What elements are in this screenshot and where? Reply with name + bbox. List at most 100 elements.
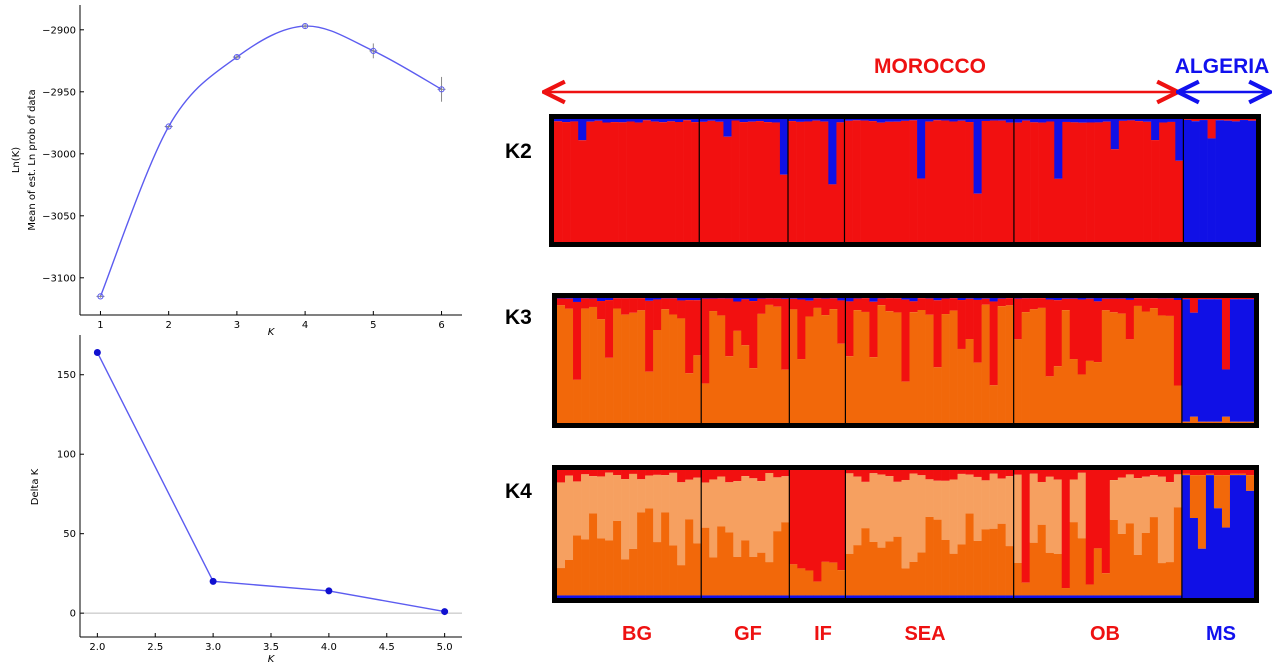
k4-bar-segment bbox=[1029, 473, 1038, 543]
k3-bar-segment bbox=[901, 298, 910, 300]
k2-bar-segment bbox=[578, 140, 587, 242]
k2-bar-segment bbox=[788, 121, 797, 242]
k4-bar-segment bbox=[765, 473, 774, 563]
k4-bar-segment bbox=[941, 470, 950, 481]
k4-bar-segment bbox=[1149, 475, 1159, 518]
k4-bar-segment bbox=[1117, 533, 1127, 596]
k4-bar-segment bbox=[885, 541, 894, 596]
k3-bar-segment bbox=[1101, 298, 1111, 311]
k3-bar-segment bbox=[1165, 298, 1175, 316]
k4-bar-segment bbox=[1221, 475, 1231, 528]
k2-bar-segment bbox=[739, 119, 748, 123]
k4-bar-segment bbox=[1165, 482, 1175, 563]
k2-bar-segment bbox=[554, 121, 563, 242]
k4-bar-segment bbox=[1109, 470, 1119, 481]
k4-bar-segment bbox=[765, 562, 774, 596]
k3-bar-segment bbox=[693, 355, 702, 423]
k4-bar-segment bbox=[573, 470, 582, 482]
k3-bar-segment bbox=[613, 308, 622, 423]
k3-bar-segment bbox=[877, 305, 886, 423]
k4-bar-segment bbox=[949, 553, 958, 596]
k4-bar-segment bbox=[1029, 542, 1038, 596]
k2-bar-segment bbox=[771, 122, 781, 242]
k4-bar-segment bbox=[669, 595, 678, 598]
k4-bar-segment bbox=[973, 470, 982, 477]
k2-bar-segment bbox=[941, 120, 950, 242]
k4-bar-segment bbox=[853, 595, 862, 598]
k4-bar-segment bbox=[557, 470, 566, 483]
k3-bar-segment bbox=[741, 299, 750, 346]
k3-bar-segment bbox=[1093, 298, 1103, 302]
k3-bar-segment bbox=[701, 298, 710, 299]
k3-bar-segment bbox=[797, 299, 806, 360]
k3-bar-segment bbox=[781, 298, 790, 370]
k4-bar-segment bbox=[773, 595, 782, 598]
k3-bar-segment bbox=[605, 357, 614, 423]
k4-bar-segment bbox=[685, 595, 694, 598]
k4-bar-segment bbox=[997, 595, 1006, 598]
k4-bar-segment bbox=[629, 473, 638, 549]
k4-bar-segment bbox=[869, 541, 878, 596]
k3-bar-segment bbox=[861, 298, 870, 312]
k4-bar-segment bbox=[813, 581, 822, 596]
lnk-x-tick-label: 1 bbox=[97, 320, 103, 331]
k2-bar-segment bbox=[965, 119, 974, 123]
k4-bar-segment bbox=[701, 482, 710, 528]
k3-bar-segment bbox=[1077, 374, 1087, 423]
k4-bar-segment bbox=[757, 470, 766, 482]
k4-bar-segment bbox=[589, 476, 598, 514]
k3-bar-segment bbox=[1173, 300, 1183, 386]
deltak-point bbox=[209, 577, 217, 585]
k4-bar-segment bbox=[677, 565, 686, 596]
k3-bar-segment bbox=[877, 298, 886, 306]
k4-bar-segment bbox=[581, 595, 590, 598]
k3-bar-segment bbox=[709, 311, 718, 423]
k2-bar-segment bbox=[1013, 122, 1023, 242]
k2-bar-segment bbox=[586, 121, 595, 242]
k4-bar-segment bbox=[1229, 470, 1239, 474]
k2-bar-segment bbox=[1191, 119, 1200, 122]
k2-bar-segment bbox=[1175, 119, 1184, 161]
k4-bar-segment bbox=[1029, 470, 1038, 474]
lnk-points bbox=[96, 22, 446, 300]
k4-bar-segment bbox=[1141, 476, 1151, 534]
k4-bar-segment bbox=[1029, 595, 1038, 598]
k4-bar-segment bbox=[1045, 476, 1055, 553]
k3-bar-segment bbox=[1013, 339, 1022, 423]
k3-bar-segment bbox=[1181, 299, 1191, 422]
k3-bar-segment bbox=[597, 319, 606, 423]
k3-bar-segment bbox=[773, 306, 782, 423]
k4-bar-segment bbox=[605, 472, 614, 541]
k2-bar-segment bbox=[1231, 121, 1241, 242]
k2-bar-segment bbox=[658, 119, 668, 123]
deltak-x-ticks: 2.0 2.5 3.0 3.5 4.0 4.5 5.0 bbox=[89, 633, 453, 653]
k4-bar-segment bbox=[645, 475, 654, 509]
k3-bar-segment bbox=[757, 298, 766, 314]
k4-bar-segment bbox=[1053, 479, 1063, 554]
k4-bar-segment bbox=[1149, 517, 1159, 596]
k4-bar-segment bbox=[1013, 474, 1022, 563]
k3-bar-segment bbox=[989, 298, 998, 302]
k4-bar-segment bbox=[1213, 475, 1223, 509]
k2-bar-segment bbox=[634, 119, 644, 123]
k4-bar-segment bbox=[605, 595, 614, 598]
k4-bar-segment bbox=[1093, 548, 1103, 596]
k3-bar-segment bbox=[909, 298, 918, 302]
k3-bar-segment bbox=[997, 298, 1006, 299]
k4-bar-segment bbox=[957, 473, 966, 545]
deltak-points bbox=[93, 348, 449, 616]
k2-bar-segment bbox=[933, 120, 942, 242]
lnk-y-label-2: Ln(K) bbox=[11, 147, 22, 173]
k4-bar-segment bbox=[1157, 476, 1167, 564]
k3-bar-segment bbox=[613, 298, 622, 309]
k4-bar-segment bbox=[1021, 470, 1030, 583]
k4-bar-segment bbox=[573, 481, 582, 536]
k2-bar-segment bbox=[707, 119, 716, 121]
k3-bar-segment bbox=[1189, 312, 1199, 417]
k3-bar-segment bbox=[1229, 298, 1239, 300]
k3-bar-segment bbox=[805, 300, 814, 317]
k4-bar-segment bbox=[1109, 480, 1119, 520]
k4-bar-segment bbox=[957, 544, 966, 596]
k3-bar-segment bbox=[805, 298, 814, 301]
k4-label: K4 bbox=[505, 480, 532, 503]
